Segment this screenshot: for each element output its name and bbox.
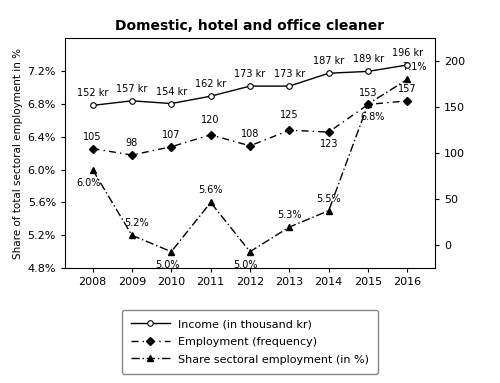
Text: 5.6%: 5.6% [198,185,223,195]
Text: 154 kr: 154 kr [156,87,187,97]
Text: 5.2%: 5.2% [124,218,148,228]
Text: 173 kr: 173 kr [274,69,305,79]
Text: 125: 125 [280,111,298,121]
Text: 120: 120 [202,115,220,125]
Text: 108: 108 [241,129,259,139]
Text: 5.3%: 5.3% [277,210,301,220]
Text: 105: 105 [84,132,102,142]
Text: 6.0%: 6.0% [76,178,100,188]
Text: 196 kr: 196 kr [392,48,423,58]
Text: 187 kr: 187 kr [313,56,344,66]
Text: 162 kr: 162 kr [195,79,226,89]
Text: 6.8%: 6.8% [360,112,384,122]
Text: 5.0%: 5.0% [155,260,180,270]
Text: 157 kr: 157 kr [116,84,148,94]
Text: 7.1%: 7.1% [402,62,426,72]
Title: Domestic, hotel and office cleaner: Domestic, hotel and office cleaner [116,19,384,33]
Text: 189 kr: 189 kr [352,54,384,64]
Text: 157: 157 [398,84,417,94]
Text: 152 kr: 152 kr [77,88,108,98]
Legend: Income (in thousand kr), Employment (frequency), Share sectoral employment (in %: Income (in thousand kr), Employment (fre… [122,310,378,373]
Text: 5.5%: 5.5% [316,194,341,204]
Text: 107: 107 [162,130,180,140]
Text: 153: 153 [359,88,378,98]
Text: 123: 123 [320,139,338,149]
Text: 98: 98 [126,138,138,148]
Text: 5.0%: 5.0% [234,260,258,270]
Y-axis label: Share of total sectoral employment in %: Share of total sectoral employment in % [14,48,24,259]
Text: 173 kr: 173 kr [234,69,266,79]
